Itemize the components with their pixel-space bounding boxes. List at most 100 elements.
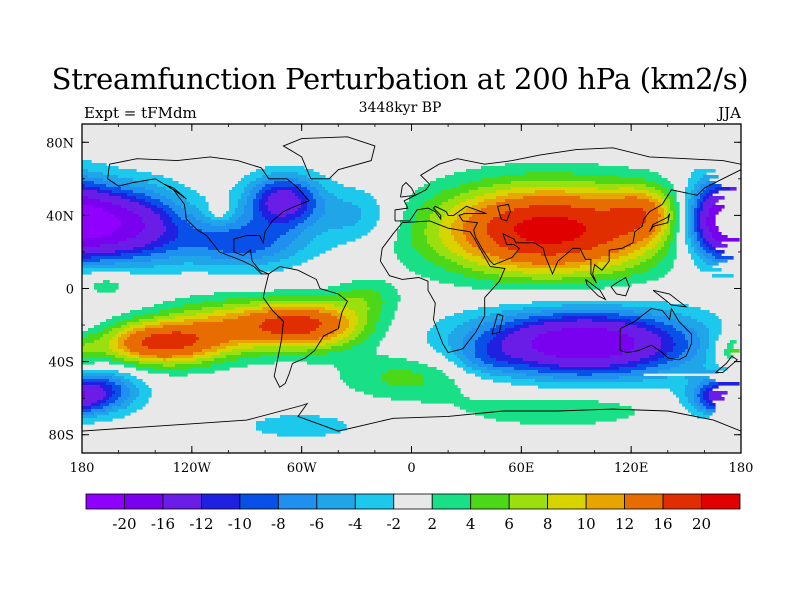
contour-cell <box>367 310 383 314</box>
contour-cell <box>106 394 113 398</box>
contour-cell <box>184 310 215 314</box>
contour-cell <box>688 202 695 206</box>
contour-cell <box>244 208 254 212</box>
contour-cell <box>277 190 293 194</box>
contour-cell <box>697 217 701 221</box>
contour-cell <box>676 319 698 323</box>
contour-cell <box>127 193 146 197</box>
contour-cell <box>181 205 197 209</box>
contour-cell <box>427 238 443 242</box>
contour-cell <box>208 247 266 251</box>
contour-cell <box>103 406 113 410</box>
contour-cell <box>688 178 701 182</box>
contour-cell <box>700 202 704 206</box>
contour-cell <box>688 211 692 215</box>
contour-cell <box>127 238 158 242</box>
contour-cell <box>709 190 719 194</box>
contour-cell <box>172 307 203 311</box>
contour-cell <box>511 187 599 191</box>
contour-cell <box>82 217 119 221</box>
contour-cell <box>634 343 662 347</box>
contour-cell <box>82 271 92 275</box>
contour-cell <box>295 226 308 230</box>
contour-cell <box>517 313 554 317</box>
contour-cell <box>595 274 632 278</box>
contour-cell <box>700 397 704 401</box>
contour-cell <box>667 220 671 224</box>
contour-cell <box>349 334 359 338</box>
contour-cell <box>694 211 698 215</box>
contour-cell <box>118 340 125 344</box>
contour-cell <box>112 232 140 236</box>
colorbar-swatch <box>354 493 395 510</box>
contour-cell <box>580 196 626 200</box>
contour-cell <box>691 220 695 224</box>
contour-cell <box>649 199 659 203</box>
contour-cell <box>628 253 644 257</box>
contour-cell <box>562 316 608 320</box>
contour-cell <box>166 250 224 254</box>
contour-cell <box>268 205 302 209</box>
coastline <box>164 183 187 200</box>
contour-cell <box>190 367 230 371</box>
contour-cell <box>109 343 119 347</box>
coastline <box>379 220 506 354</box>
contour-cell <box>712 274 734 278</box>
contour-cell <box>688 382 701 386</box>
contour-cell <box>286 247 305 251</box>
contour-cell <box>280 250 299 254</box>
contour-cell <box>298 196 308 200</box>
contour-cell <box>646 217 659 221</box>
contour-cell <box>406 205 422 209</box>
contour-cell <box>706 238 716 242</box>
contour-cell <box>454 235 467 239</box>
contour-cell <box>103 328 113 332</box>
contour-cell <box>112 316 134 320</box>
contour-cell <box>193 355 212 359</box>
contour-cell <box>472 361 485 365</box>
contour-cell <box>211 346 227 350</box>
contour-cell <box>610 253 629 257</box>
contour-cell <box>265 166 305 170</box>
contour-cell <box>709 211 719 215</box>
contour-cell <box>703 175 719 179</box>
contour-cell <box>145 205 158 209</box>
contour-cell <box>685 217 689 221</box>
contour-cell <box>250 190 260 194</box>
contour-cell <box>202 229 230 233</box>
contour-cell <box>406 208 419 212</box>
contour-cell <box>613 238 644 242</box>
contour-cell <box>703 190 710 194</box>
contour-cell <box>82 205 95 209</box>
contour-cell <box>82 175 89 179</box>
contour-cell <box>493 238 527 242</box>
contour-cell <box>703 205 713 209</box>
contour-cell <box>82 172 104 176</box>
contour-cell <box>517 232 584 236</box>
contour-cell <box>427 340 449 344</box>
contour-cell <box>709 229 719 233</box>
contour-cell <box>706 361 716 365</box>
contour-cell <box>709 226 719 230</box>
contour-cell <box>166 226 179 230</box>
contour-cell <box>265 202 302 206</box>
colorbar-swatch <box>585 493 625 510</box>
contour-cell <box>121 385 128 389</box>
contour-cell <box>277 238 296 242</box>
contour-cell <box>694 214 698 218</box>
contour-cell <box>457 241 470 245</box>
contour-cell <box>139 361 203 365</box>
colorbar-label: -12 <box>189 515 213 533</box>
contour-cell <box>139 358 164 362</box>
contour-cell <box>655 244 665 248</box>
contour-cell <box>670 241 677 245</box>
contour-cell <box>643 238 653 242</box>
contour-cell <box>247 202 254 206</box>
contour-cell <box>256 193 263 197</box>
contour-cell <box>112 385 122 389</box>
colorbar-swatch <box>470 493 510 510</box>
contour-cell <box>118 217 143 221</box>
contour-cell <box>448 358 461 362</box>
contour-cell <box>154 190 173 194</box>
contour-cell <box>673 358 692 362</box>
